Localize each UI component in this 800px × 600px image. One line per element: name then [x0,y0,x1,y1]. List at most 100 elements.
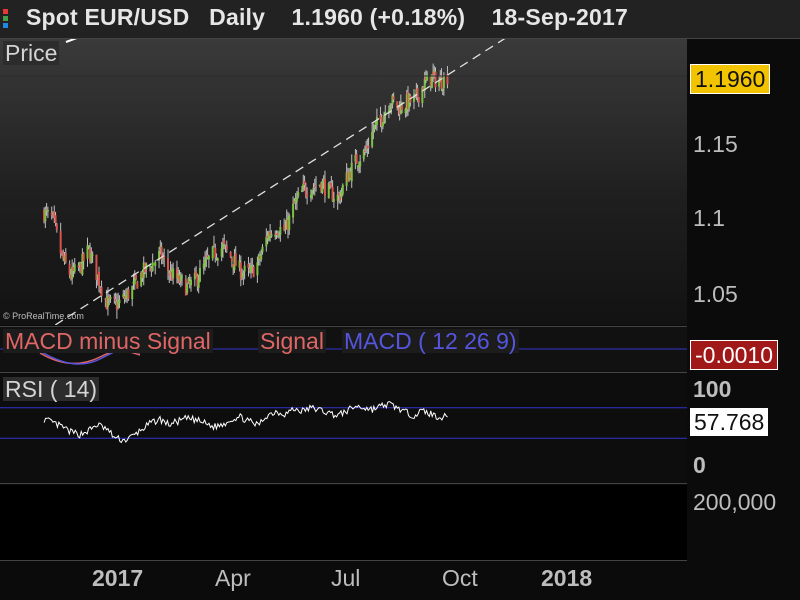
candle-body [438,81,441,87]
candle-body [77,265,80,268]
candle-body [160,246,163,260]
candle-body [54,215,57,224]
candle-body [391,95,394,105]
candle-body [346,172,349,182]
x-label-apr: Apr [215,565,251,591]
blue-dot-icon [3,23,8,28]
x-label-2017: 2017 [92,565,144,591]
candle-body [398,107,401,115]
candle-body [55,224,58,231]
macd-signal-label: Signal [258,328,326,354]
candle-body [161,258,164,260]
candle-body [89,248,92,262]
chart-title: Spot EUR/USD Daily 1.1960 (+0.18%) 18-Se… [26,4,629,30]
candle-body [234,253,237,266]
candle-body [152,263,155,265]
candle-body [50,212,53,216]
candle-body [109,296,112,300]
candle-body [389,106,392,113]
candle-body [416,87,419,98]
candle-body [383,115,386,124]
candle-body [269,231,272,236]
candle-body [323,178,326,196]
candle-body [349,171,352,179]
candle-body [149,265,152,267]
candle-body [332,198,335,202]
candle-body [154,262,157,267]
candle-body [374,121,377,125]
candle-body [72,267,75,271]
candle-body [59,231,62,254]
candle-body [415,89,418,93]
candle-body [337,193,340,196]
candle-body [357,164,360,168]
candle-body [232,264,235,268]
candle-body [216,258,219,261]
candle-body [135,274,138,280]
trend-line [54,39,506,325]
candle-body [229,251,232,258]
candle-body [309,194,312,199]
candle-body [252,266,255,278]
candle-body [223,240,226,244]
candle-body [68,263,71,275]
candle-body [429,76,432,87]
candle-body [440,76,443,90]
candle-body [329,183,332,185]
candle-body [251,264,254,266]
candle-body [407,92,409,110]
candle-body [434,71,437,88]
macd-current-value: -0.0010 [690,340,779,370]
candle-body [98,271,100,287]
candle-body [423,79,426,91]
rsi-chart [0,401,687,444]
candle-body [113,296,116,299]
candle-body [424,77,427,80]
candle-body [87,245,90,247]
candle-body [432,71,435,75]
candle-body [206,255,209,258]
candle-body [104,298,107,300]
candle-body [117,300,120,308]
candle-body [204,259,207,267]
candle-body [136,281,139,289]
candle-body [100,286,103,296]
candle-body [248,269,251,271]
green-dot-icon [3,16,8,21]
candle-body [270,233,273,237]
candle-body [186,284,189,294]
candle-body [312,187,315,190]
candle-body [372,130,375,133]
volume-pane[interactable] [0,485,687,561]
candle-body [106,296,109,307]
candle-body [405,94,408,112]
candle-body [90,253,93,262]
candle-body [230,258,233,262]
candle-body [114,299,117,302]
window-dots [3,9,8,30]
candle-body [340,191,343,198]
candle-body [140,272,143,286]
candle-body [350,162,353,182]
candle-body [362,150,365,160]
candle-body [170,271,173,280]
candle-body [381,122,384,127]
candle-body [311,190,314,197]
price-pane[interactable] [0,39,687,325]
candle-body [82,253,85,262]
candle-body [354,155,357,162]
candle-body [151,262,154,272]
candle-body [214,247,217,258]
candle-body [266,236,269,239]
candle-body [126,290,129,299]
candle-body [284,228,287,230]
candle-body [193,272,196,280]
candle-body [286,219,289,231]
candle-body [442,75,445,89]
candle-body [293,200,296,204]
rsi-pane[interactable] [0,373,687,484]
candle-body [243,265,246,272]
candle-body [365,148,368,150]
candle-body [261,246,264,253]
candle-body [177,273,180,280]
